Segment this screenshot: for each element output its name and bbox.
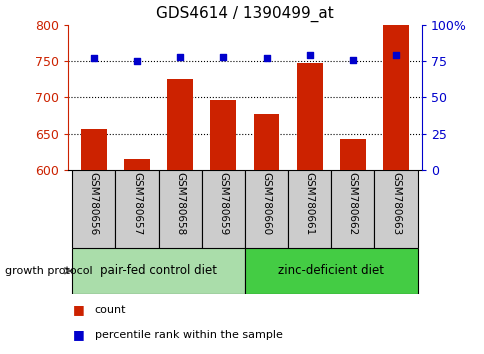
Bar <box>287 170 331 248</box>
Text: count: count <box>94 305 126 315</box>
Point <box>133 58 140 64</box>
Bar <box>296 63 322 170</box>
Text: GSM780656: GSM780656 <box>89 172 99 235</box>
Point <box>90 55 97 61</box>
Text: percentile rank within the sample: percentile rank within the sample <box>94 330 282 339</box>
Bar <box>244 248 417 294</box>
Text: GSM780659: GSM780659 <box>218 172 228 235</box>
Bar <box>124 159 150 170</box>
Bar <box>201 170 244 248</box>
Point <box>305 52 313 58</box>
Bar <box>374 170 417 248</box>
Point <box>262 55 270 61</box>
Bar <box>210 99 236 170</box>
Text: growth protocol: growth protocol <box>5 266 92 276</box>
Bar <box>167 79 193 170</box>
Bar <box>331 170 374 248</box>
Text: pair-fed control diet: pair-fed control diet <box>100 264 217 277</box>
Point <box>176 54 183 59</box>
Point <box>392 52 399 58</box>
Text: GSM780660: GSM780660 <box>261 172 271 235</box>
Bar <box>158 170 201 248</box>
Bar <box>244 170 287 248</box>
Text: ■: ■ <box>73 303 84 316</box>
Bar <box>382 25 408 170</box>
Point <box>348 57 356 62</box>
Text: zinc-deficient diet: zinc-deficient diet <box>278 264 383 277</box>
Point <box>219 54 227 59</box>
Title: GDS4614 / 1390499_at: GDS4614 / 1390499_at <box>156 6 333 22</box>
Bar <box>115 170 158 248</box>
Bar <box>72 170 115 248</box>
Text: GSM780658: GSM780658 <box>175 172 185 235</box>
Text: GSM780657: GSM780657 <box>132 172 142 235</box>
Text: ■: ■ <box>73 328 84 341</box>
Bar <box>339 139 365 170</box>
Bar <box>81 129 106 170</box>
Bar <box>253 114 279 170</box>
Text: GSM780661: GSM780661 <box>304 172 314 235</box>
Bar <box>72 248 244 294</box>
Text: GSM780663: GSM780663 <box>390 172 400 235</box>
Text: GSM780662: GSM780662 <box>347 172 357 235</box>
